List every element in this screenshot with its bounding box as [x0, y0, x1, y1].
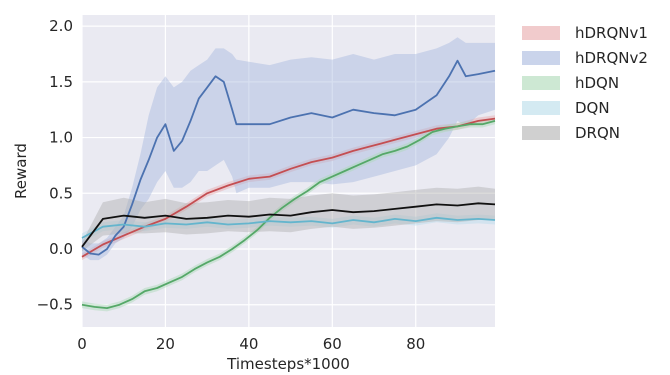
line-hdrqnv1 [81, 117, 496, 258]
x-axis-label: Timesteps*1000 [226, 355, 350, 373]
line-dqn [81, 216, 496, 239]
x-axis-ticks: 0 20 40 60 80 [77, 335, 425, 353]
legend-label-dqn: DQN [575, 99, 610, 117]
y-tick-label: 1.0 [49, 129, 73, 147]
x-tick-label: 40 [239, 335, 258, 353]
x-tick-label: 20 [156, 335, 175, 353]
legend-swatch-hdrqnv2 [522, 51, 560, 65]
legend-label-hdqn: hDQN [575, 74, 619, 92]
y-tick-label: 0.0 [49, 240, 73, 258]
x-tick-label: 80 [406, 335, 425, 353]
legend-label-hdrqnv2: hDRQNv2 [575, 49, 648, 67]
grid-lines [81, 15, 495, 327]
y-axis-ticks: −0.5 0.0 0.5 1.0 1.5 2.0 [37, 17, 73, 314]
legend: hDRQNv1 hDRQNv2 hDQN DQN DRQN [522, 24, 648, 142]
band-dqn [82, 213, 495, 243]
confidence-bands [82, 37, 495, 312]
legend-label-hdrqnv1: hDRQNv1 [575, 24, 648, 42]
y-axis-label: Reward [12, 143, 30, 199]
line-drqn [81, 202, 496, 248]
line-hdrqnv2 [81, 59, 496, 256]
x-tick-label: 0 [77, 335, 87, 353]
legend-swatch-dqn [522, 101, 560, 115]
legend-swatch-hdrqnv1 [522, 26, 560, 40]
legend-label-drqn: DRQN [575, 124, 620, 142]
y-tick-label: 2.0 [49, 17, 73, 35]
y-tick-label: 0.5 [49, 184, 73, 202]
legend-swatch-hdqn [522, 76, 560, 90]
legend-swatch-drqn [522, 126, 560, 140]
y-tick-label: 1.5 [49, 73, 73, 91]
line-hdqn [81, 120, 496, 310]
band-hdrqnv1 [82, 115, 495, 261]
plot-background [82, 15, 495, 327]
y-tick-label: −0.5 [37, 296, 73, 314]
band-drqn [82, 186, 495, 252]
series-lines [81, 59, 496, 310]
x-tick-label: 60 [323, 335, 342, 353]
band-hdrqnv2 [82, 37, 495, 261]
